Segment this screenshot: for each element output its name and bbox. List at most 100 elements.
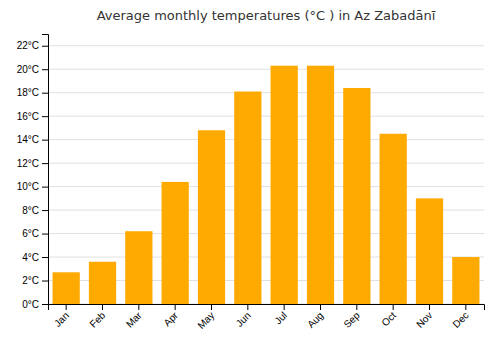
- y-tick-label: 14°C: [17, 134, 39, 145]
- bar: [234, 92, 261, 304]
- x-tick: Aug: [305, 304, 325, 330]
- x-tick: Feb: [87, 304, 107, 330]
- x-tick-label: Jul: [272, 310, 289, 327]
- x-tick: Sep: [341, 304, 362, 330]
- x-tick-mark: [66, 304, 67, 310]
- y-tick: 14°C: [17, 134, 48, 145]
- y-tick-mark: [42, 304, 48, 305]
- grid-line: [48, 116, 484, 117]
- grid-line: [48, 45, 484, 46]
- y-tick: 6°C: [22, 228, 48, 239]
- bar: [416, 198, 443, 304]
- y-tick-mark: [42, 281, 48, 282]
- x-tick-label: Nov: [414, 310, 434, 330]
- y-tick: 22°C: [17, 40, 48, 51]
- x-tick: Apr: [161, 304, 180, 328]
- y-tick-mark: [42, 69, 48, 70]
- x-tick-mark: [211, 304, 212, 310]
- bar: [452, 257, 479, 304]
- y-tick-label: 20°C: [17, 64, 39, 75]
- y-tick: 10°C: [17, 181, 48, 192]
- bar: [89, 262, 116, 304]
- bar: [380, 134, 407, 304]
- bar: [343, 88, 370, 304]
- grid-line: [48, 69, 484, 70]
- y-tick-mark: [42, 187, 48, 188]
- y-tick-label: 18°C: [17, 87, 39, 98]
- x-tick-mark: [138, 304, 139, 310]
- y-tick-label: 16°C: [17, 111, 39, 122]
- x-tick-label: May: [195, 310, 216, 331]
- y-tick-label: 22°C: [17, 40, 39, 51]
- y-tick-mark: [42, 46, 48, 47]
- x-tick-mark: [393, 304, 394, 310]
- x-tick-label: Sep: [341, 309, 362, 330]
- bars: [53, 66, 480, 304]
- grid-line: [48, 186, 484, 187]
- x-tick-mark: [175, 304, 176, 310]
- title: Average monthly temperatures (°C ) in Az…: [97, 8, 436, 23]
- x-tick-mark: [102, 304, 103, 310]
- grid-line: [48, 92, 484, 93]
- x-tick-label: Jan: [52, 310, 71, 329]
- grid-line: [48, 139, 484, 140]
- x-tick-mark: [356, 304, 357, 310]
- bar: [53, 272, 80, 304]
- y-tick: 20°C: [17, 64, 48, 75]
- bar: [307, 66, 334, 304]
- y-tick-label: 6°C: [22, 228, 39, 239]
- x-tick: Jul: [272, 304, 289, 326]
- y-tick: 16°C: [17, 111, 48, 122]
- y-axis-line: [42, 35, 49, 305]
- x-tick-mark: [429, 304, 430, 310]
- x-tick-label: Jun: [234, 310, 253, 329]
- y-tick: 8°C: [22, 205, 48, 216]
- y-tick-mark: [42, 140, 48, 141]
- y-tick-mark: [42, 116, 48, 117]
- x-tick: Jan: [52, 304, 71, 329]
- x-tick-mark: [320, 304, 321, 310]
- y-tick: 0°C: [22, 299, 48, 310]
- x-tick: Dec: [450, 304, 470, 330]
- y-axis: 0°C 2°C 4°C 6°C 8°C 10°C 12°C 14°C 16°C 18°C 20°C 2…: [17, 35, 49, 310]
- y-tick: 12°C: [17, 158, 48, 169]
- bar: [125, 231, 152, 304]
- x-tick: May: [195, 304, 216, 331]
- y-tick: 4°C: [22, 252, 48, 263]
- x-tick-label: Oct: [379, 310, 398, 329]
- chart: Jan Feb Mar Apr May Jun Jul Aug Sep Oct Nov Dec 0°C 2…: [0, 0, 500, 350]
- bar: [198, 130, 225, 304]
- y-tick-mark: [42, 163, 48, 164]
- x-tick-label: Apr: [161, 309, 180, 328]
- x-tick-mark: [465, 304, 466, 310]
- y-tick-mark: [42, 234, 48, 235]
- x-tick-label: Mar: [124, 309, 144, 329]
- y-tick: 18°C: [17, 87, 48, 98]
- y-tick-label: 4°C: [22, 252, 39, 263]
- y-tick-label: 2°C: [22, 275, 39, 286]
- grid: [48, 46, 484, 304]
- y-tick-mark: [42, 93, 48, 94]
- x-tick-label: Aug: [305, 310, 325, 330]
- y-tick-label: 8°C: [22, 205, 39, 216]
- y-tick-label: 12°C: [17, 158, 39, 169]
- x-tick-mark: [247, 304, 248, 310]
- x-axis-line: [49, 305, 485, 311]
- y-tick-label: 0°C: [22, 299, 39, 310]
- x-tick-mark: [284, 304, 285, 310]
- y-tick-label: 10°C: [17, 181, 39, 192]
- x-tick: Jun: [234, 304, 253, 329]
- bar: [162, 182, 189, 304]
- x-tick: Mar: [124, 304, 144, 330]
- x-axis: Jan Feb Mar Apr May Jun Jul Aug Sep Oct Nov Dec: [49, 304, 485, 331]
- bar: [271, 66, 298, 304]
- x-tick-label: Feb: [87, 309, 107, 329]
- x-tick-label: Dec: [450, 310, 470, 330]
- y-tick-mark: [42, 257, 48, 258]
- x-tick: Nov: [414, 304, 434, 330]
- grid-line: [48, 163, 484, 164]
- x-tick: Oct: [379, 304, 398, 328]
- y-tick-mark: [42, 210, 48, 211]
- plot: Jan Feb Mar Apr May Jun Jul Aug Sep Oct Nov Dec 0°C 2…: [17, 35, 485, 331]
- y-tick: 2°C: [22, 275, 48, 286]
